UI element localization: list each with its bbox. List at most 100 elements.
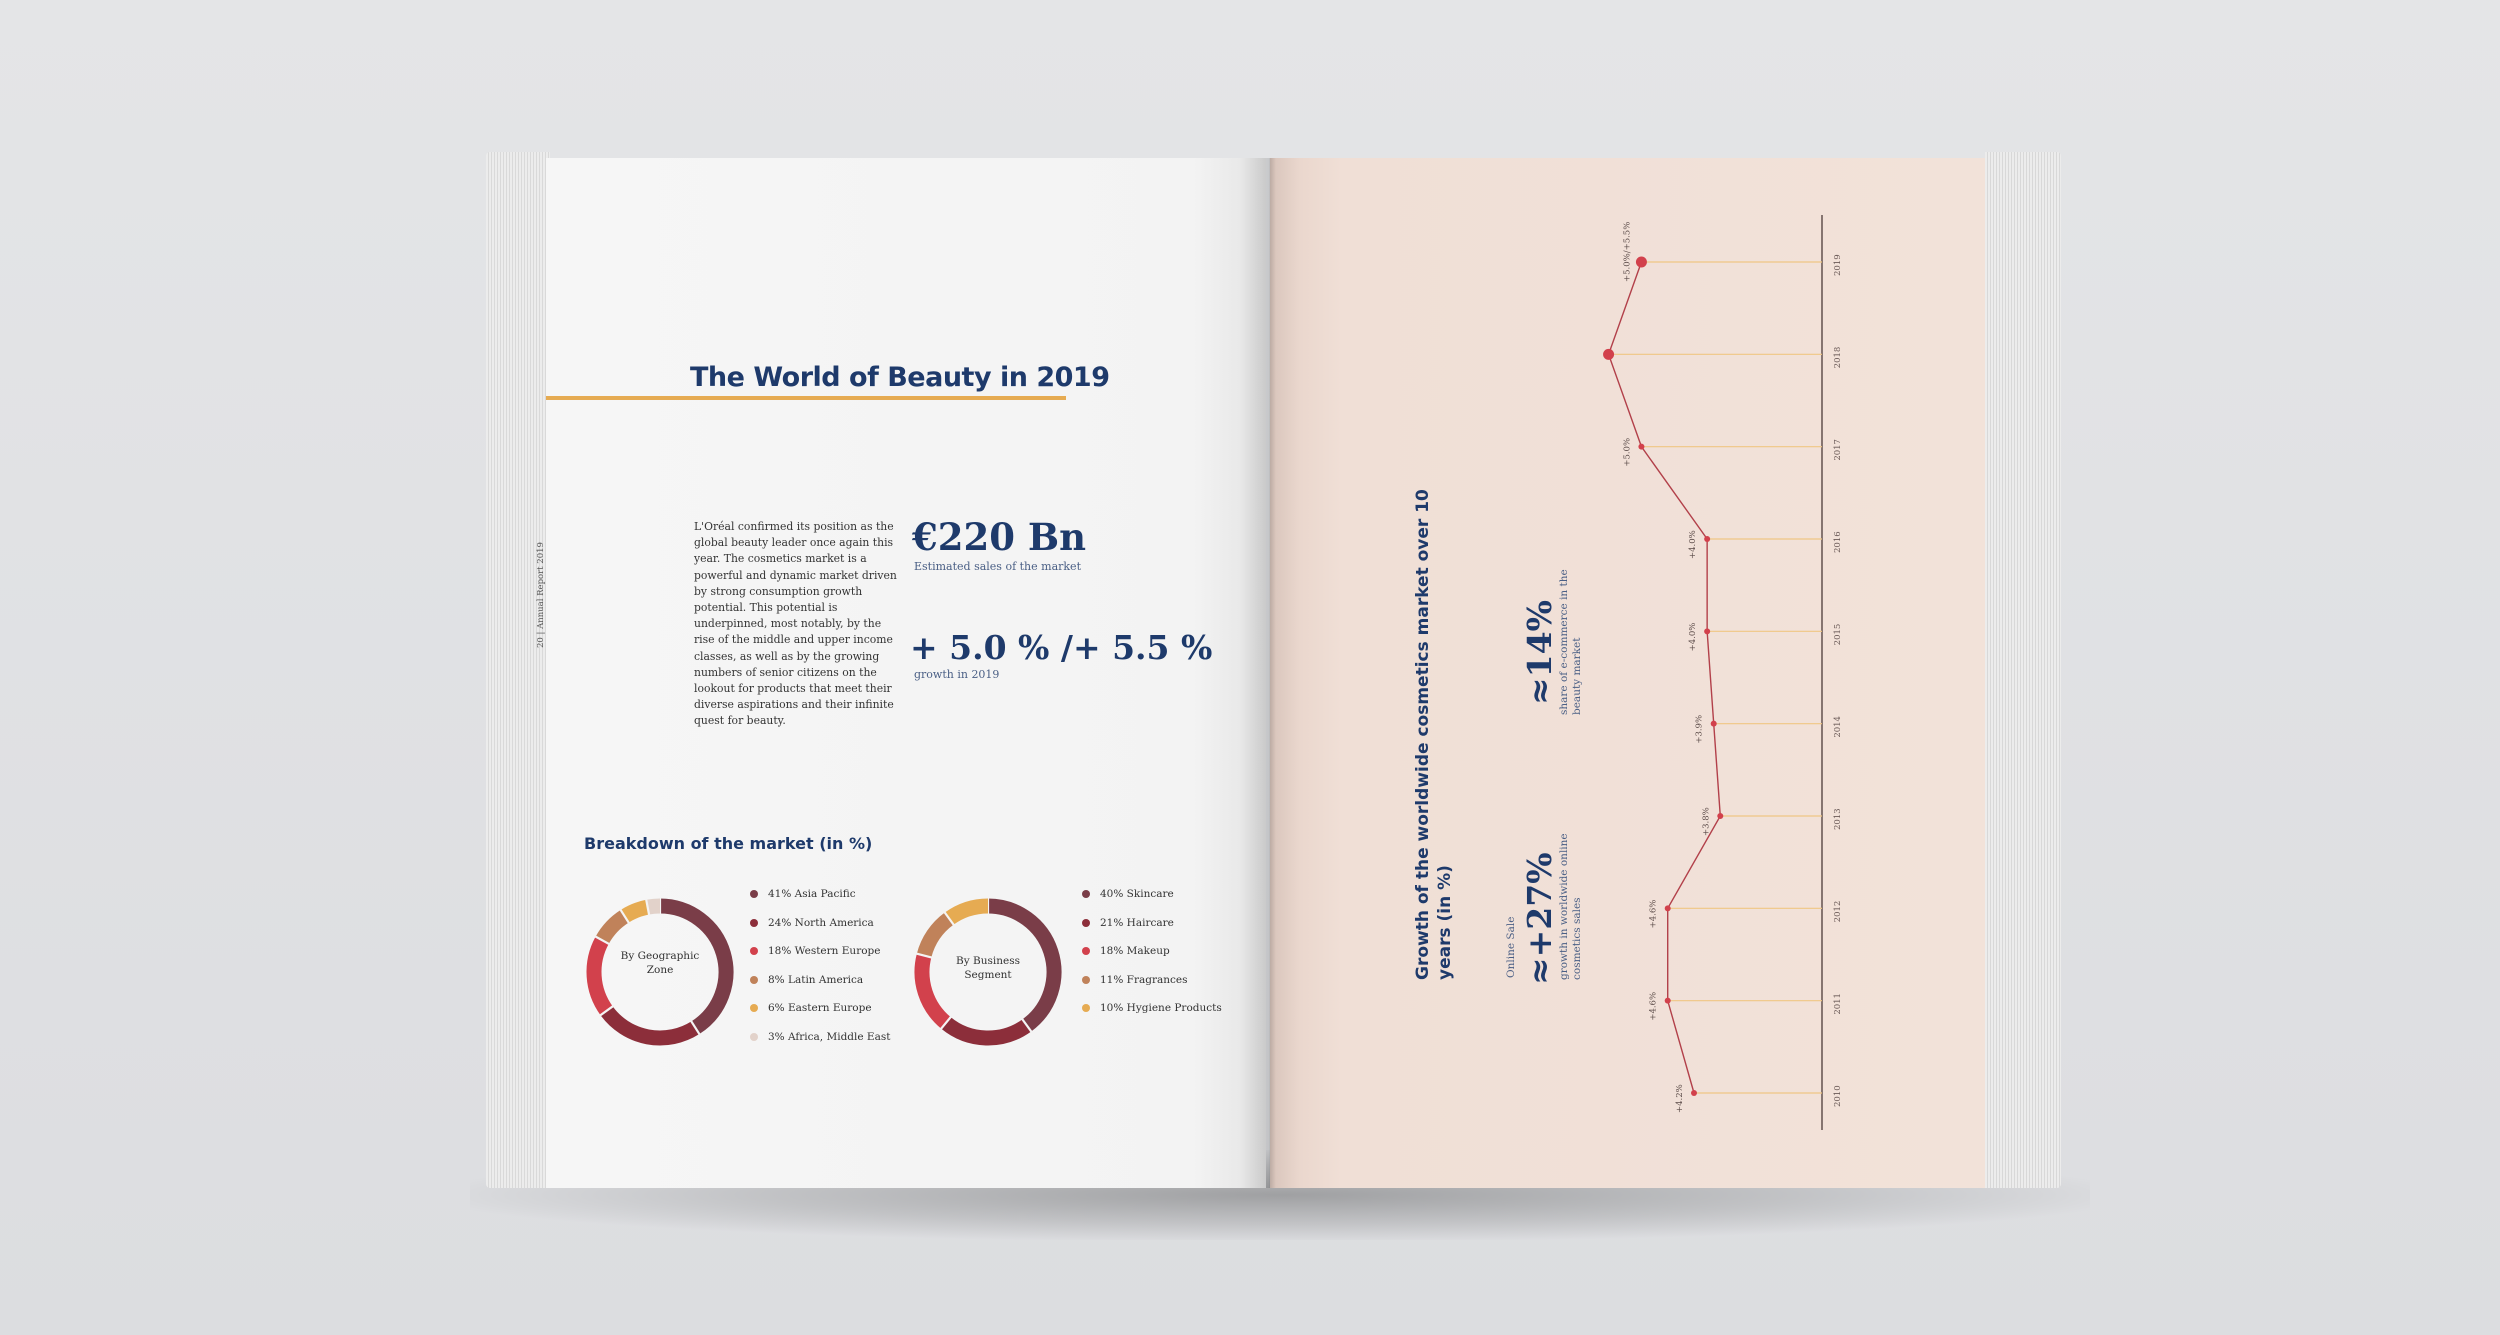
page-folio: 20 | Annual Report 2019 xyxy=(536,542,546,648)
value-label: +4.6% xyxy=(1649,900,1659,929)
year-tick-label: 2011 xyxy=(1833,993,1843,1015)
intro-paragraph: L'Oréal confirmed its position as the gl… xyxy=(694,520,897,728)
donut-slice-separator xyxy=(915,952,933,959)
data-point xyxy=(1664,997,1671,1004)
donut-slice-western-europe xyxy=(586,936,613,1016)
growth-caption: growth in 2019 xyxy=(914,668,1000,681)
donut-slice-africa-middle-east xyxy=(646,898,661,915)
donut-slice-fragrances xyxy=(916,912,954,958)
donut-center-line: Segment xyxy=(964,969,1012,981)
donut-business-center-label: By Business Segment xyxy=(928,954,1048,982)
online-sale-label: Online Sale xyxy=(1505,916,1517,978)
legend-swatch xyxy=(750,1032,758,1041)
legend-label: 40% Skincare xyxy=(1100,888,1174,900)
legend-item: 3% Africa, Middle East xyxy=(750,1031,890,1060)
legend-label: 24% North America xyxy=(768,916,874,929)
legend-swatch xyxy=(1082,890,1090,898)
legend-item: 40% Skincare xyxy=(1082,888,1222,917)
year-tick-label: 2019 xyxy=(1833,254,1843,276)
donut-slice-separator xyxy=(939,1015,953,1031)
growth-chart-title: Growth of the worldwide cosmetics market… xyxy=(1412,489,1456,980)
value-label: +4.0% xyxy=(1688,530,1698,559)
donut-slice-latin-america xyxy=(595,909,629,945)
donut-slice-hygiene-products xyxy=(944,898,989,925)
growth-line xyxy=(1607,261,1721,1094)
book-page-edges-left xyxy=(486,152,550,1188)
growth-chart-title-line: Growth of the worldwide cosmetics market… xyxy=(1413,489,1433,980)
donut-center-line: By Business xyxy=(956,955,1020,967)
legend-swatch xyxy=(750,918,758,927)
donut-slice-makeup xyxy=(914,953,951,1029)
legend-swatch xyxy=(1082,975,1090,984)
caption-line: cosmetics sales xyxy=(1571,897,1583,980)
legend-label: 11% Fragrances xyxy=(1100,973,1188,986)
legend-label: 41% Asia Pacific xyxy=(768,888,856,900)
data-point xyxy=(1635,256,1647,268)
page-title: The World of Beauty in 2019 xyxy=(690,362,1110,393)
legend-item: 10% Hygiene Products xyxy=(1082,1002,1222,1031)
growth-line-chart: 2010 +4.2% 2011 +4.6% 2012 +4.6% 2013 +3.8% 2014… xyxy=(1603,215,1843,1130)
market-sales-value: €220 Bn xyxy=(912,515,1087,559)
donut-slice-haircare xyxy=(941,1016,1032,1046)
legend-geographic: 41% Asia Pacific 24% North America 18% W… xyxy=(750,888,890,1059)
donut-geographic xyxy=(586,897,734,1046)
donut-slice-separator xyxy=(1020,1017,1033,1033)
donut-geographic-center-label: By Geographic Zone xyxy=(600,949,720,977)
legend-item: 18% Makeup xyxy=(1082,945,1222,974)
legend-label: 21% Haircare xyxy=(1100,916,1174,929)
right-page xyxy=(1270,158,1985,1188)
legend-label: 6% Eastern Europe xyxy=(768,1002,872,1014)
market-sales-caption: Estimated sales of the market xyxy=(914,560,1081,573)
book-gutter-shadow xyxy=(1240,158,1300,1188)
legend-item: 18% Western Europe xyxy=(750,945,890,974)
data-point xyxy=(1691,1090,1697,1096)
growth-value: + 5.0 % /+ 5.5 % xyxy=(910,628,1213,667)
book-page-edges-right xyxy=(1985,152,2061,1188)
value-label: +3.9% xyxy=(1695,715,1705,744)
left-page xyxy=(546,158,1266,1188)
year-tick-label: 2016 xyxy=(1833,531,1843,553)
donut-center-line: Zone xyxy=(646,964,674,976)
data-point xyxy=(1717,813,1724,819)
legend-label: 18% Western Europe xyxy=(768,945,881,957)
title-underline xyxy=(546,396,1066,400)
value-label: +4.0% xyxy=(1688,623,1698,652)
legend-label: 8% Latin America xyxy=(768,973,864,986)
ecommerce-share-caption: share of e-commerce in the beauty market xyxy=(1558,569,1584,715)
legend-swatch xyxy=(1082,947,1090,955)
donut-slice-separator xyxy=(594,935,611,946)
donut-slice-north-america xyxy=(600,1006,700,1046)
legend-item: 6% Eastern Europe xyxy=(750,1002,890,1031)
legend-item: 24% North America xyxy=(750,917,890,946)
legend-swatch xyxy=(750,947,758,955)
legend-swatch xyxy=(750,890,758,898)
donut-slice-skincare xyxy=(987,898,1062,1032)
legend-swatch xyxy=(1082,1004,1090,1012)
year-tick-label: 2012 xyxy=(1833,901,1843,923)
online-growth-caption: growth in worldwide online cosmetics sal… xyxy=(1558,833,1584,980)
legend-item: 21% Haircare xyxy=(1082,917,1222,946)
data-point xyxy=(1603,348,1615,360)
legend-label: 3% Africa, Middle East xyxy=(768,1030,891,1043)
legend-item: 41% Asia Pacific xyxy=(750,888,890,917)
legend-swatch xyxy=(1082,918,1090,927)
donut-slice-asia-pacific xyxy=(659,898,734,1035)
year-tick-label: 2014 xyxy=(1833,716,1843,738)
legend-business: 40% Skincare 21% Haircare 18% Makeup 11%… xyxy=(1082,888,1222,1031)
data-point xyxy=(1704,628,1711,635)
donut-business xyxy=(914,897,1062,1046)
legend-swatch xyxy=(750,975,758,984)
year-tick-label: 2010 xyxy=(1833,1085,1843,1107)
caption-line: beauty market xyxy=(1571,637,1583,715)
donut-slice-separator xyxy=(689,1019,701,1036)
legend-swatch xyxy=(750,1004,758,1012)
data-point xyxy=(1710,720,1717,727)
data-point xyxy=(1638,443,1645,450)
value-label: +3.8% xyxy=(1701,807,1711,836)
legend-item: 11% Fragrances xyxy=(1082,974,1222,1003)
legend-item: 8% Latin America xyxy=(750,974,890,1003)
value-label: +4.2% xyxy=(1675,1084,1685,1113)
year-tick-label: 2015 xyxy=(1833,624,1843,646)
growth-chart-title-line: years (in %) xyxy=(1435,865,1455,980)
caption-line: share of e-commerce in the xyxy=(1558,569,1570,715)
